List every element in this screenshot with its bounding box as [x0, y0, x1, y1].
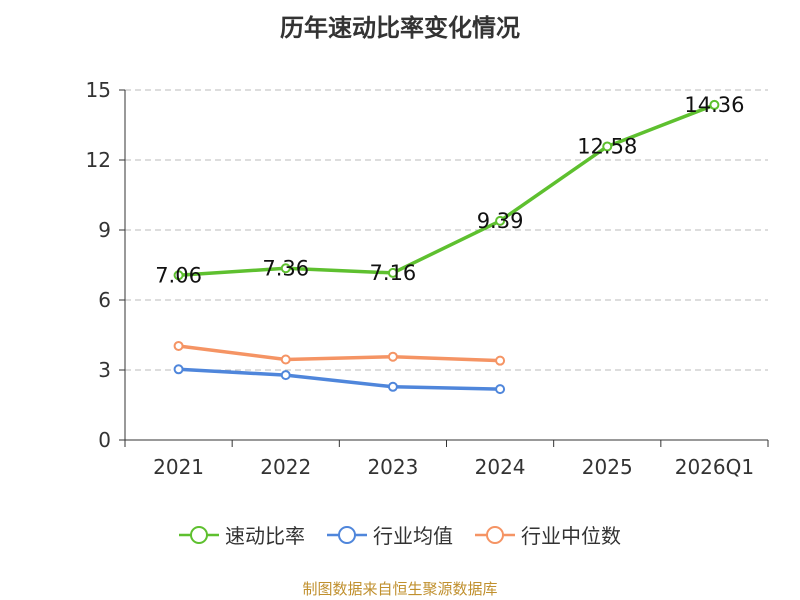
y-tick-label: 12: [86, 148, 111, 172]
data-label: 9.39: [477, 209, 524, 233]
data-point: [173, 364, 184, 375]
legend-label: 行业中位数: [521, 524, 621, 548]
x-tick-label: 2026Q1: [675, 455, 754, 479]
axis-layer: 0 3 6 9 12 15 2021 2022 2023 2024 2025 2026Q1: [86, 78, 769, 479]
x-tick-label: 2024: [475, 455, 526, 479]
data-point: [387, 381, 398, 392]
legend-label: 速动比率: [225, 524, 305, 548]
chart-title: 历年速动比率变化情况: [280, 14, 520, 42]
series-layer: [173, 99, 720, 395]
legend-item-quick-ratio[interactable]: 速动比率: [179, 520, 305, 549]
data-point: [173, 340, 184, 351]
data-point: [495, 384, 506, 395]
x-tick-label: 2021: [153, 455, 204, 479]
x-tick-label: 2025: [582, 455, 633, 479]
legend-marker-icon: [179, 525, 219, 544]
data-point: [173, 270, 184, 281]
series-line: [178, 344, 501, 363]
data-label: 12.58: [577, 134, 637, 158]
data-label: 7.36: [262, 256, 309, 280]
legend-marker-icon: [475, 525, 515, 544]
data-label: 7.06: [155, 263, 202, 287]
data-point: [280, 370, 291, 381]
legend-item-industry-mean[interactable]: 行业均值: [327, 520, 453, 549]
legend: 速动比率 行业均值 行业中位数: [0, 520, 800, 549]
x-tick-label: 2023: [367, 455, 418, 479]
data-point: [495, 215, 506, 226]
legend-marker-icon: [327, 525, 367, 544]
grid-layer: [125, 89, 768, 371]
legend-item-industry-median[interactable]: 行业中位数: [475, 520, 621, 549]
legend-label: 行业均值: [373, 524, 453, 548]
y-tick-label: 0: [98, 428, 111, 452]
data-point: [387, 351, 398, 362]
x-tick-label: 2022: [260, 455, 311, 479]
label-layer: 7.06 7.36 7.16 9.39 12.58 14.36: [155, 93, 744, 287]
data-point: [709, 99, 720, 110]
data-label: 14.36: [684, 93, 744, 117]
data-point: [280, 263, 291, 274]
data-point: [602, 141, 613, 152]
y-tick-label: 6: [98, 288, 111, 312]
data-point: [495, 355, 506, 366]
series-line: [178, 103, 716, 278]
source-note: 制图数据来自恒生聚源数据库: [302, 580, 498, 598]
data-label: 7.16: [370, 261, 417, 285]
data-point: [387, 267, 398, 278]
data-point: [280, 354, 291, 365]
y-tick-label: 9: [98, 218, 111, 242]
series-line: [178, 367, 501, 391]
y-tick-label: 15: [86, 78, 111, 102]
y-tick-label: 3: [98, 358, 111, 382]
